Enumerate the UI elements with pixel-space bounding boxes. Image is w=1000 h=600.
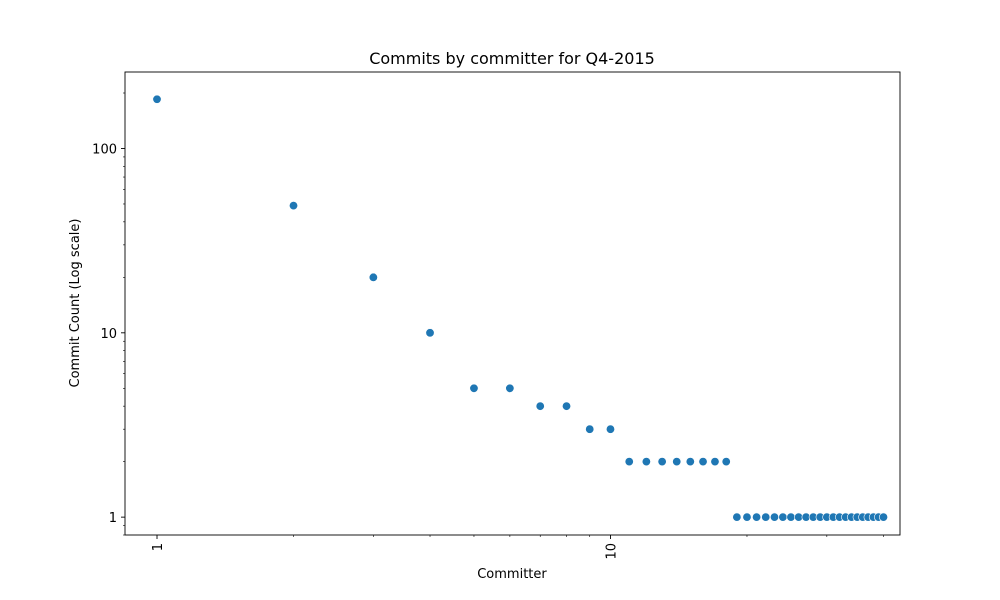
- data-point: [585, 424, 595, 434]
- y-tick-label: 100: [92, 142, 117, 157]
- x-axis-ticks: 1 10: [151, 535, 884, 560]
- x-axis-label: Committer: [477, 567, 547, 582]
- data-point: [535, 401, 545, 411]
- data-point: [778, 512, 788, 522]
- plot-frame: [124, 71, 901, 536]
- data-point: [721, 457, 731, 467]
- data-point: [368, 272, 378, 282]
- data-point: [469, 383, 479, 393]
- data-point: [672, 457, 682, 467]
- y-axis-ticks: 1 10 100: [92, 92, 125, 536]
- data-point: [769, 512, 779, 522]
- plot-border: [124, 71, 901, 536]
- x-tick-label: 1: [151, 543, 166, 551]
- data-point: [786, 512, 796, 522]
- data-point: [732, 512, 742, 522]
- y-axis-label: Commit Count (Log scale): [68, 219, 83, 388]
- data-point: [742, 512, 752, 522]
- data-point: [878, 512, 888, 522]
- data-point: [641, 457, 651, 467]
- data-point: [152, 94, 162, 104]
- data-point: [562, 401, 572, 411]
- data-point: [425, 328, 435, 338]
- y-tick-label: 1: [109, 511, 117, 526]
- data-point: [289, 201, 299, 211]
- data-points: [152, 94, 888, 522]
- data-point: [685, 457, 695, 467]
- y-tick-label: 10: [100, 327, 117, 342]
- data-point: [761, 512, 771, 522]
- data-point: [710, 457, 720, 467]
- data-point: [624, 457, 634, 467]
- chart-title: Commits by committer for Q4-2015: [369, 49, 655, 68]
- data-point: [698, 457, 708, 467]
- data-point: [605, 424, 615, 434]
- data-point: [505, 383, 515, 393]
- x-tick-label: 10: [604, 543, 619, 560]
- data-point: [752, 512, 762, 522]
- data-point: [657, 457, 667, 467]
